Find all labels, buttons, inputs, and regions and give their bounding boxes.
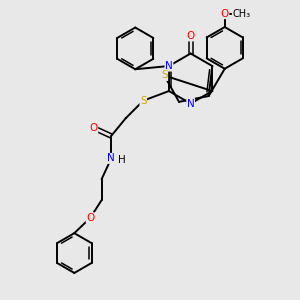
Text: H: H xyxy=(118,155,125,165)
Text: CH₃: CH₃ xyxy=(232,9,250,19)
Text: O: O xyxy=(220,9,229,19)
Text: N: N xyxy=(165,61,173,71)
Text: S: S xyxy=(140,96,147,106)
Text: N: N xyxy=(107,153,115,164)
Text: O: O xyxy=(89,123,98,133)
Text: O: O xyxy=(187,31,195,41)
Text: N: N xyxy=(187,99,194,109)
Text: O: O xyxy=(86,213,94,223)
Text: S: S xyxy=(161,70,168,80)
